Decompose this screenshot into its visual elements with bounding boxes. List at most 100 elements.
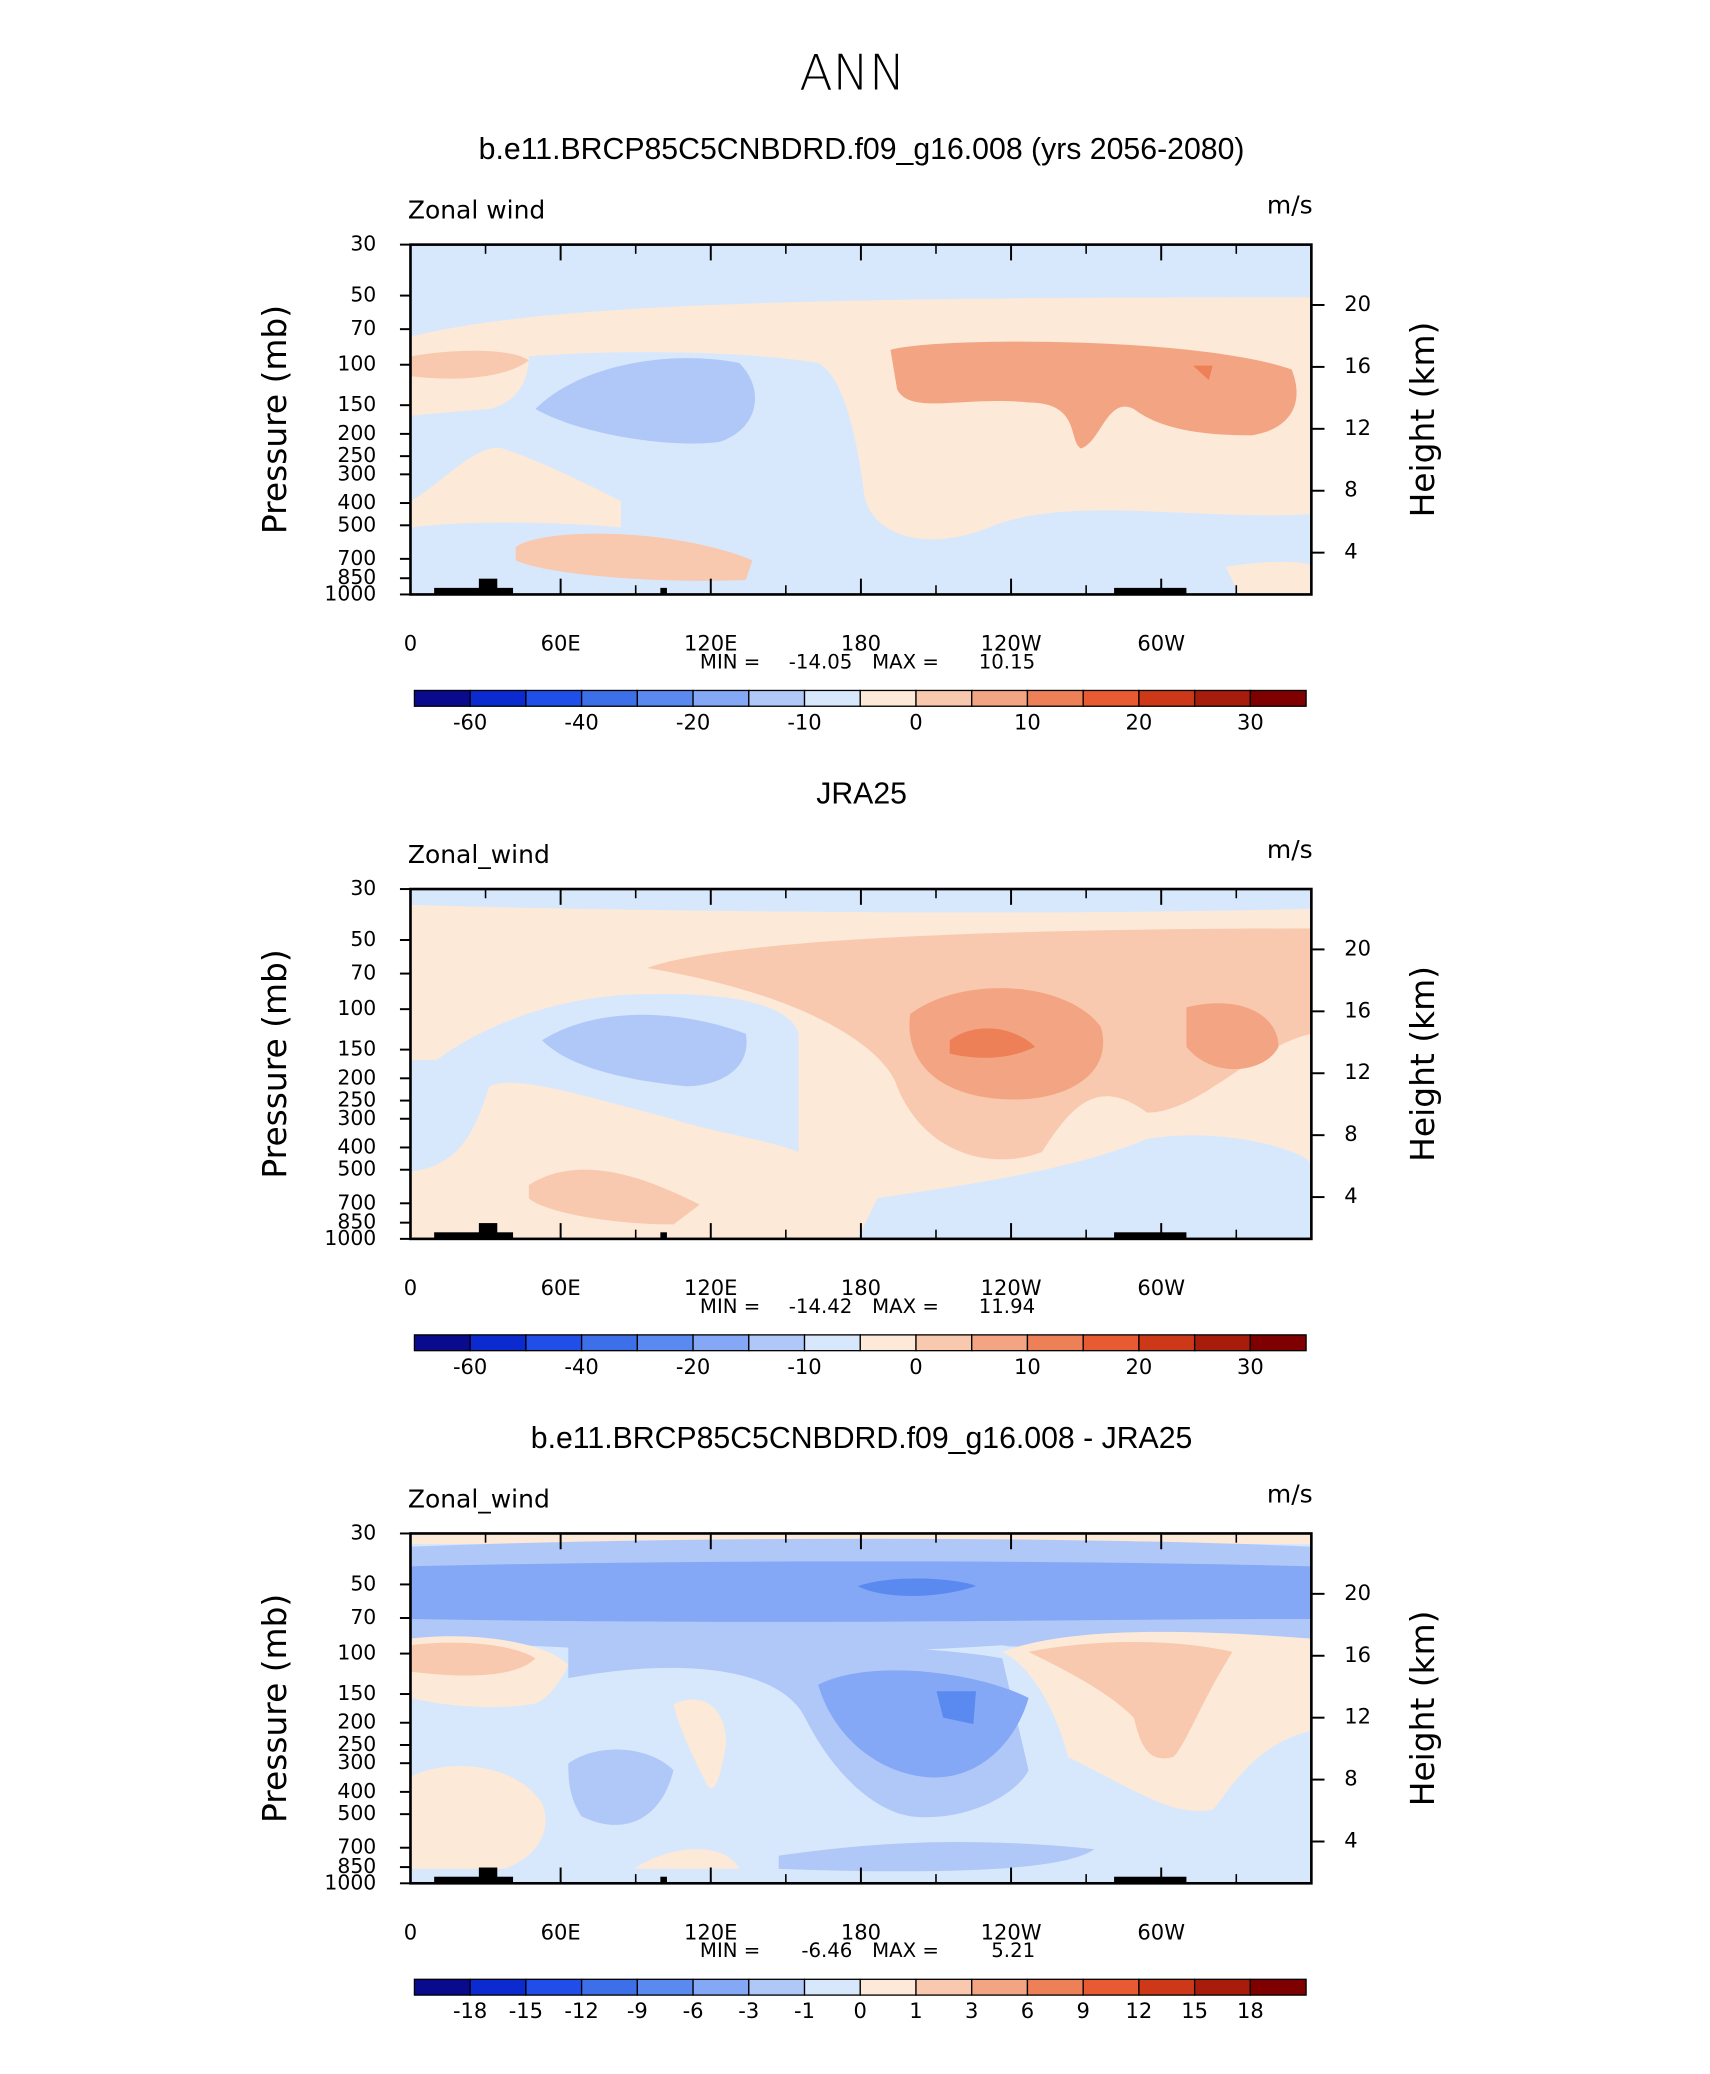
- colorbar-label: -18: [453, 1998, 487, 2023]
- y-tick-label: 30: [350, 876, 376, 900]
- contour-region: [410, 350, 529, 379]
- topography: [660, 1876, 667, 1884]
- colorbar-box: [525, 1334, 583, 1352]
- colorbar-box: [1193, 1978, 1252, 1996]
- topography: [1114, 1232, 1187, 1239]
- x-tick-label: 120W: [981, 1919, 1042, 1944]
- y-tick-label: 200: [337, 421, 376, 445]
- y-tick-label: 150: [337, 1681, 376, 1705]
- y2-tick-label: 4: [1344, 1183, 1357, 1208]
- y2-tick-label: 8: [1344, 477, 1357, 502]
- colorbar-box: [1249, 689, 1307, 707]
- contour-fills: [410, 1533, 1312, 1884]
- y-tick-label: 300: [337, 1106, 376, 1130]
- colorbar-label: -40: [564, 1354, 598, 1379]
- max-value: 10.15: [979, 650, 1035, 673]
- colorbar-label: 0: [909, 1354, 922, 1379]
- colorbar-label: 30: [1237, 1354, 1264, 1379]
- panel-title: JRA25: [816, 778, 907, 811]
- units-label: m/s: [1267, 190, 1313, 219]
- y-tick-label: 100: [337, 352, 376, 376]
- colorbar-label: 20: [1126, 1354, 1153, 1379]
- y-tick-label: 700: [337, 1835, 376, 1859]
- contour-region: [634, 1849, 740, 1869]
- colorbar-box: [859, 1978, 917, 1996]
- topography: [434, 1232, 514, 1239]
- min-label: MIN =: [700, 1939, 760, 1962]
- colorbar-label: -10: [787, 1354, 821, 1379]
- contour-region: [541, 1014, 747, 1087]
- y2-tick-label: 16: [1344, 997, 1371, 1022]
- y-tick-label: 50: [350, 927, 376, 951]
- units-label: m/s: [1267, 1479, 1313, 1508]
- x-tick-label: 60W: [1137, 630, 1185, 655]
- colorbar-box: [692, 689, 750, 707]
- y-tick-label: 1000: [324, 1870, 376, 1894]
- colorbar-box: [1193, 1334, 1252, 1352]
- y-tick-label: 700: [337, 546, 376, 570]
- colorbar-label: 0: [854, 1998, 867, 2023]
- contour-field: [410, 244, 1312, 595]
- colorbar-box: [413, 689, 471, 707]
- y-tick-label: 100: [337, 1641, 376, 1665]
- y-tick-label: 100: [337, 996, 376, 1020]
- y-tick-label: 70: [350, 961, 376, 985]
- contour-region: [936, 1691, 976, 1725]
- x-tick-label: 60W: [1137, 1275, 1185, 1300]
- colorbar-box: [971, 1334, 1029, 1352]
- panel-title: b.e11.BRCP85C5CNBDRD.f09_g16.008 (yrs 20…: [479, 133, 1245, 166]
- colorbar-label: 15: [1181, 1998, 1208, 2023]
- colorbar-box: [1193, 689, 1252, 707]
- x-tick-label: 0: [404, 630, 417, 655]
- y-tick-label: 850: [337, 565, 376, 589]
- y2-tick-label: 20: [1344, 291, 1371, 316]
- topography: [434, 587, 514, 595]
- contour-region: [535, 358, 756, 444]
- y2-axis-label: Height (km): [1403, 1611, 1442, 1807]
- contour-field: [410, 889, 1312, 1239]
- contour-region: [778, 1841, 1095, 1872]
- y-axis-label: Pressure (mb): [255, 949, 294, 1178]
- contour-region: [857, 1578, 976, 1596]
- colorbar-label: 30: [1237, 709, 1264, 734]
- colorbar-box: [413, 1334, 471, 1352]
- y-tick-label: 70: [350, 1605, 376, 1629]
- y-tick-label: 150: [337, 1037, 376, 1061]
- y2-axis-label: Height (km): [1403, 322, 1442, 518]
- colorbar-box: [859, 1334, 917, 1352]
- panel-title: b.e11.BRCP85C5CNBDRD.f09_g16.008 - JRA25: [531, 1422, 1193, 1455]
- y-tick-label: 700: [337, 1190, 376, 1214]
- y2-tick-label: 4: [1344, 539, 1357, 564]
- topography: [434, 1876, 514, 1884]
- y2-tick-label: 20: [1344, 1580, 1371, 1605]
- colorbar-label: -1: [794, 1998, 815, 2023]
- colorbar-box: [413, 1978, 471, 1996]
- contour-region: [890, 341, 1297, 449]
- topography: [478, 1867, 498, 1884]
- y-tick-label: 250: [337, 443, 376, 467]
- colorbar-label: 3: [965, 1998, 978, 2023]
- topography: [1114, 587, 1187, 595]
- x-tick-label: 120E: [684, 1275, 737, 1300]
- variable-label: Zonal_wind: [408, 1485, 550, 1514]
- colorbar-box: [971, 1978, 1029, 1996]
- contour-field: [410, 1533, 1312, 1884]
- colorbar-box: [636, 1978, 694, 1996]
- colorbar-label: -60: [453, 709, 487, 734]
- min-label: MIN =: [700, 1295, 760, 1318]
- colorbar-box: [915, 1978, 973, 1996]
- colorbar-box: [469, 1978, 527, 1996]
- y-axis-label: Pressure (mb): [255, 1594, 294, 1823]
- max-label: MAX =: [872, 1295, 939, 1318]
- colorbar-label: 0: [909, 709, 922, 734]
- y2-tick-label: 12: [1344, 415, 1371, 440]
- min-value: -14.42: [789, 1295, 853, 1318]
- colorbar-box: [692, 1334, 750, 1352]
- colorbar-label: -15: [509, 1998, 543, 2023]
- colorbar-box: [1082, 1978, 1140, 1996]
- topography: [660, 587, 667, 595]
- colorbar-label: 12: [1126, 1998, 1153, 2023]
- units-label: m/s: [1267, 835, 1313, 864]
